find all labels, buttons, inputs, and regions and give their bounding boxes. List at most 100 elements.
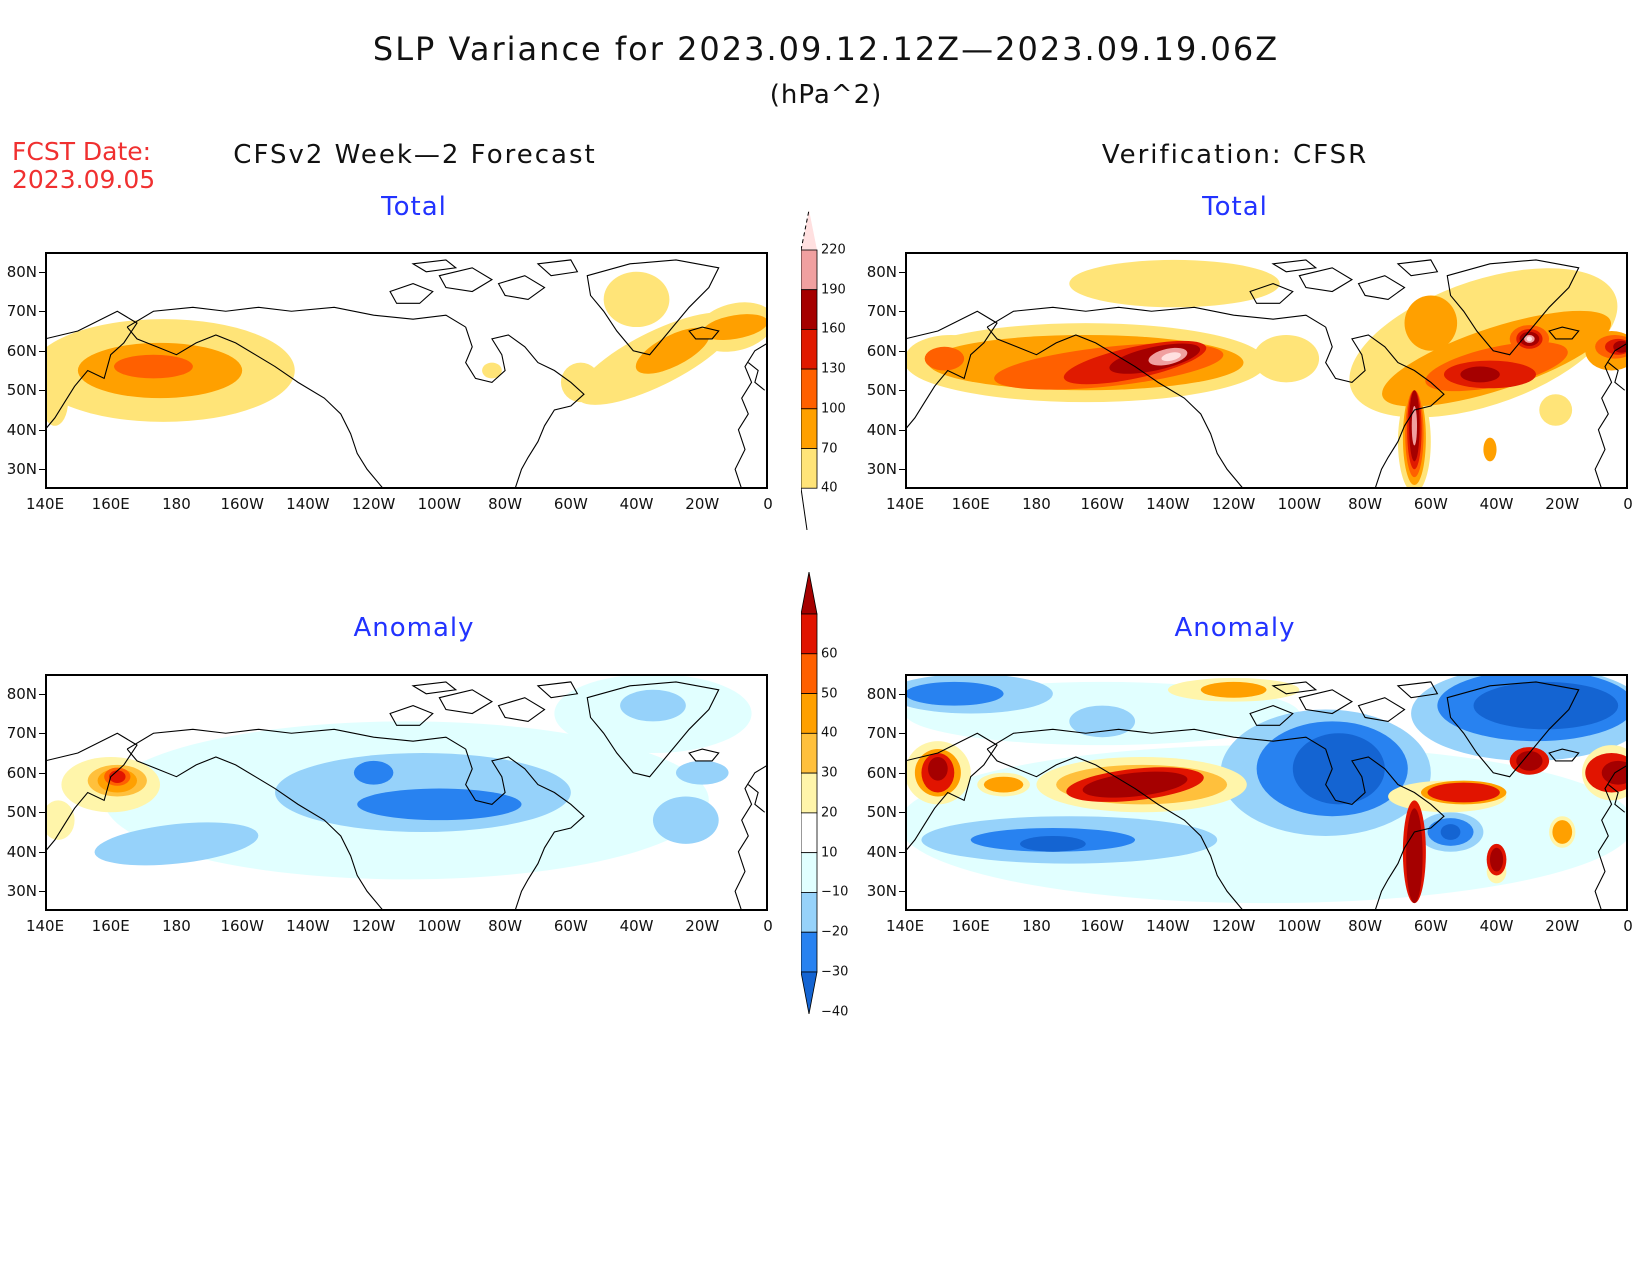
- lon-tick-label: 40W: [619, 917, 654, 935]
- lon-tick-label: 80W: [488, 495, 523, 513]
- coastline: [439, 268, 492, 292]
- coastline: [905, 311, 997, 430]
- lon-tick-label: 140E: [25, 917, 65, 935]
- lat-tick: [39, 469, 45, 471]
- map-plot: [905, 674, 1628, 911]
- colorbar-swatch: [801, 931, 818, 973]
- lat-tick: [899, 350, 905, 352]
- lat-tick-label: 40N: [6, 842, 37, 861]
- coastline: [390, 706, 433, 726]
- lat-tick: [899, 311, 905, 313]
- map-frame: [905, 252, 1628, 489]
- lat-tick-label: 30N: [866, 460, 897, 479]
- lon-tick-label: 160W: [220, 495, 264, 513]
- map-plot: [905, 252, 1628, 489]
- contour-region: [114, 354, 193, 379]
- map-frame: [45, 252, 768, 489]
- lat-tick-label: 50N: [6, 803, 37, 822]
- colorbar-swatch: [801, 892, 818, 933]
- coastline: [689, 327, 719, 339]
- lat-tick-label: 40N: [866, 842, 897, 861]
- colorbar-label: 190: [821, 282, 846, 298]
- coastline: [538, 682, 577, 698]
- lat-tick-label: 70N: [6, 724, 37, 743]
- lon-tick-label: 120W: [1211, 917, 1256, 935]
- colorbar-swatch: [801, 408, 818, 449]
- lon-tick-label: 180: [162, 917, 191, 935]
- coastline: [735, 343, 768, 489]
- coastline: [1549, 327, 1579, 339]
- colorbar-graphic: [801, 572, 818, 1014]
- contour-region: [983, 776, 1024, 793]
- lat-tick: [899, 851, 905, 853]
- lon-tick-label: 100W: [417, 917, 462, 935]
- colorbar-label: −20: [821, 924, 849, 940]
- lat-tick: [39, 390, 45, 392]
- coastline: [127, 749, 383, 911]
- coastline: [499, 276, 545, 300]
- coastline: [127, 729, 465, 749]
- lon-tick-label: 160E: [951, 495, 990, 513]
- lat-tick-label: 80N: [866, 684, 897, 703]
- contour-region: [652, 796, 719, 844]
- coastline: [1299, 268, 1352, 292]
- lon-tick-label: 0: [1623, 917, 1633, 935]
- contour-region: [924, 346, 965, 371]
- colorbar-swatch: [801, 249, 818, 291]
- lat-tick: [899, 469, 905, 471]
- total-colorbar: 220 190 160 130 100 70 40: [801, 210, 861, 530]
- lat-tick-label: 70N: [866, 302, 897, 321]
- colorbar-triangle-edge: [801, 488, 808, 530]
- colorbar-label: 30: [821, 765, 838, 781]
- contour-region: [45, 800, 75, 840]
- lat-tick-label: 80N: [6, 684, 37, 703]
- colorbar-label: 10: [821, 845, 838, 861]
- lat-tick-label: 60N: [6, 341, 37, 360]
- contour-region: [357, 788, 522, 821]
- coastline: [1273, 260, 1316, 272]
- coastline: [390, 284, 433, 304]
- lon-tick-label: 140E: [885, 495, 925, 513]
- coastline: [413, 260, 456, 272]
- lat-tick: [899, 772, 905, 774]
- contour-region: [905, 681, 1004, 706]
- lon-tick-label: 20W: [685, 495, 720, 513]
- lon-tick-label: 80W: [1348, 917, 1383, 935]
- lat-tick-label: 30N: [866, 882, 897, 901]
- contour-region: [635, 327, 710, 374]
- colorbar-label: 220: [821, 242, 846, 258]
- lat-tick: [39, 350, 45, 352]
- colorbar-label: 130: [821, 361, 846, 377]
- lat-tick: [899, 891, 905, 893]
- forecast-total-title: Total: [381, 192, 447, 222]
- lat-tick: [899, 733, 905, 735]
- contour-region: [1200, 681, 1267, 698]
- colorbar-upper-triangle: [801, 210, 817, 250]
- coastline: [45, 311, 137, 430]
- colorbar-swatch: [801, 772, 818, 814]
- colorbar-label: −40: [821, 1004, 849, 1020]
- colorbar-swatch: [801, 732, 818, 774]
- colorbar-label: 40: [821, 480, 838, 496]
- colorbar-swatch: [801, 368, 818, 410]
- coastline: [689, 749, 719, 761]
- coastline: [1447, 260, 1578, 355]
- contour-region: [1406, 808, 1423, 904]
- coastline: [45, 733, 137, 852]
- lat-tick-label: 50N: [866, 381, 897, 400]
- lat-tick: [39, 772, 45, 774]
- lat-tick-label: 60N: [6, 763, 37, 782]
- lon-tick-label: 180: [1022, 495, 1051, 513]
- map-frame: [905, 674, 1628, 911]
- fcst-date-value: 2023.09.05: [12, 165, 156, 194]
- colorbar-label: 60: [821, 646, 838, 662]
- lon-tick-label: 80W: [1348, 495, 1383, 513]
- lon-tick-label: 40W: [1479, 917, 1514, 935]
- colorbar-swatch: [801, 448, 818, 489]
- verification-anomaly-map: 80N 70N 60N 50N 40N 30N 140E 160E 180 160W 140W 120…: [867, 674, 1633, 935]
- lon-tick-label: 40W: [619, 495, 654, 513]
- coastline: [748, 363, 764, 391]
- anomaly-colorbar: 60 50 40 30 20 10 −10 −20 −30 −40: [801, 572, 861, 1019]
- coastline: [127, 307, 465, 327]
- contour-region: [1427, 782, 1500, 803]
